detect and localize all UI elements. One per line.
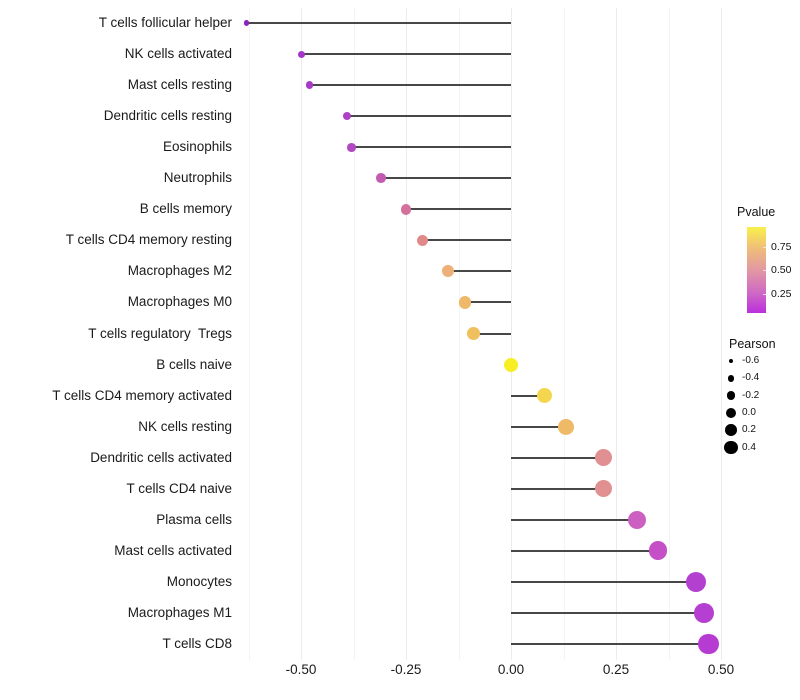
pvalue-colorbar-notch — [763, 270, 766, 272]
lollipop-stem — [422, 239, 511, 242]
category-label: Eosinophils — [162, 139, 232, 155]
lollipop-stem — [351, 146, 511, 149]
category-label: B cells memory — [139, 201, 232, 217]
lollipop-dot — [693, 602, 715, 624]
pearson-legend-dot — [726, 391, 736, 400]
lollipop-stem — [406, 208, 511, 211]
category-label: T cells regulatory Tregs — [88, 325, 232, 341]
gridline — [721, 8, 722, 660]
category-label: Macrophages M2 — [127, 263, 232, 279]
lollipop-dot — [442, 265, 454, 278]
lollipop-dot — [375, 173, 386, 184]
gridline — [353, 8, 355, 660]
pearson-legend-label: 0.2 — [742, 424, 756, 436]
lollipop-dot — [685, 571, 706, 592]
pvalue-colorbar — [747, 227, 766, 313]
lollipop-dot — [648, 541, 668, 561]
gridline — [248, 8, 250, 660]
x-tick-label: 0.50 — [707, 662, 735, 677]
lollipop-stem — [246, 22, 511, 24]
pearson-legend-dot — [728, 358, 734, 364]
lollipop-dot — [458, 296, 472, 309]
lollipop-stem — [309, 84, 511, 87]
gridline — [563, 8, 565, 660]
lollipop-dot — [466, 327, 480, 340]
category-label: Mast cells activated — [114, 542, 232, 558]
pearson-legend-label: -0.6 — [742, 355, 760, 366]
lollipop-stem — [511, 518, 637, 521]
category-label: Dendritic cells resting — [103, 108, 232, 124]
lollipop-stem — [511, 643, 709, 645]
lollipop-stem — [511, 394, 545, 397]
lollipop-dot — [537, 388, 553, 404]
lollipop-stem — [380, 177, 511, 180]
lollipop-dot — [305, 81, 314, 89]
lollipop-dot — [243, 20, 249, 26]
lollipop-stem — [511, 456, 604, 459]
pvalue-legend-title: Pvalue — [737, 205, 776, 219]
lollipop-dot — [342, 111, 352, 121]
lollipop-dot — [698, 633, 719, 655]
category-label: Plasma cells — [156, 511, 232, 527]
category-label: NK cells resting — [138, 418, 232, 434]
lollipop-stem — [511, 580, 696, 583]
pvalue-tick-label: 0.25 — [771, 287, 792, 300]
lollipop-stem — [301, 53, 511, 56]
lollipop-stem — [464, 301, 511, 304]
pearson-legend-dot — [725, 424, 737, 437]
lollipop-stem — [511, 549, 658, 552]
lollipop-dot — [297, 50, 305, 58]
pearson-legend-title: Pearson — [729, 337, 776, 351]
x-tick-label: -0.50 — [285, 662, 317, 677]
x-tick-label: 0.00 — [497, 662, 525, 677]
x-tick-label: 0.25 — [602, 662, 630, 677]
lollipop-dot — [627, 510, 647, 529]
category-label: Macrophages M0 — [127, 294, 232, 310]
lollipop-dot — [594, 449, 612, 467]
category-label: T cells follicular helper — [98, 15, 232, 30]
category-label: T cells CD4 memory resting — [65, 232, 232, 248]
lollipop-stem — [511, 487, 604, 490]
gridline — [301, 8, 302, 660]
category-label: T cells CD4 memory activated — [52, 387, 232, 403]
lollipop-stem — [448, 270, 511, 273]
lollipop-stem — [473, 332, 511, 335]
lollipop-dot — [417, 234, 429, 246]
pearson-legend-dot — [726, 407, 736, 418]
category-label: T cells CD8 — [162, 636, 232, 651]
pearson-legend-dot — [724, 440, 738, 455]
gridline — [616, 8, 617, 660]
category-label: Macrophages M1 — [127, 604, 232, 620]
category-label: B cells naive — [156, 356, 232, 372]
pvalue-tick-label: 0.50 — [771, 264, 792, 277]
category-label: Monocytes — [166, 573, 232, 589]
x-tick-label: -0.25 — [390, 662, 422, 677]
lollipop-stem — [511, 425, 566, 428]
gridline — [458, 8, 460, 660]
category-label: Mast cells resting — [127, 77, 232, 93]
pearson-legend-label: -0.4 — [742, 372, 760, 384]
lollipop-dot — [347, 142, 356, 152]
gridline — [406, 8, 407, 660]
lollipop-dot — [400, 204, 412, 215]
pvalue-tick-label: 0.75 — [771, 241, 792, 254]
lollipop-stem — [511, 611, 705, 614]
pvalue-colorbar-notch — [763, 247, 766, 249]
pearson-legend-label: 0.0 — [742, 406, 756, 418]
pearson-legend-label: 0.4 — [742, 441, 756, 453]
lollipop-stem — [347, 115, 511, 118]
category-label: Dendritic cells activated — [90, 449, 232, 465]
pearson-legend-label: -0.2 — [742, 389, 760, 401]
lollipop-dot — [594, 480, 612, 498]
pvalue-colorbar-notch — [763, 293, 766, 295]
category-label: NK cells activated — [124, 46, 232, 62]
lollipop-dot — [557, 418, 574, 435]
gridline — [668, 8, 670, 660]
lollipop-dot — [504, 357, 518, 372]
category-label: Neutrophils — [163, 170, 232, 186]
gridline — [511, 8, 512, 660]
category-label: T cells CD4 naive — [126, 480, 232, 496]
pearson-legend-dot — [727, 375, 735, 382]
